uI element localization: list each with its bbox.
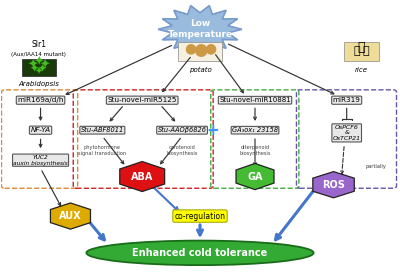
- Polygon shape: [158, 5, 242, 53]
- Polygon shape: [120, 162, 165, 192]
- Text: Low
Temperature: Low Temperature: [168, 19, 232, 39]
- FancyBboxPatch shape: [344, 42, 379, 61]
- Text: +: +: [206, 123, 219, 138]
- FancyBboxPatch shape: [178, 42, 222, 61]
- Text: 🌾: 🌾: [353, 46, 360, 56]
- Text: miR169a/d/h: miR169a/d/h: [17, 97, 64, 103]
- Text: miR319: miR319: [333, 97, 361, 103]
- Text: NF-YA: NF-YA: [30, 127, 51, 133]
- Text: (Aux/IAA14 mutant): (Aux/IAA14 mutant): [11, 52, 66, 57]
- Text: rice: rice: [355, 67, 368, 73]
- Text: ●: ●: [184, 41, 196, 55]
- Text: ✦: ✦: [39, 58, 50, 71]
- Text: GA: GA: [247, 172, 263, 182]
- Text: partially: partially: [366, 164, 386, 170]
- Text: GA₃ox₁ 23158: GA₃ox₁ 23158: [232, 127, 278, 133]
- Text: ROS: ROS: [322, 180, 345, 190]
- Text: potato: potato: [189, 67, 211, 73]
- Polygon shape: [50, 203, 90, 229]
- Text: Slr1: Slr1: [31, 40, 46, 49]
- Text: 🌾: 🌾: [363, 46, 370, 56]
- FancyBboxPatch shape: [22, 59, 56, 76]
- Ellipse shape: [86, 241, 314, 265]
- Text: 🌾: 🌾: [358, 41, 365, 53]
- Text: ●: ●: [204, 41, 216, 55]
- Text: YUC2
auxin biosynthesis: YUC2 auxin biosynthesis: [13, 155, 68, 165]
- Text: ✦: ✦: [38, 64, 47, 74]
- Text: ●: ●: [193, 41, 207, 59]
- Polygon shape: [236, 164, 274, 190]
- Text: ✦: ✦: [34, 67, 43, 76]
- Text: Arabidopsis: Arabidopsis: [18, 81, 59, 87]
- Text: ✦: ✦: [33, 56, 44, 68]
- Text: Stu-novel-miR10881: Stu-novel-miR10881: [219, 97, 291, 103]
- Text: Stu-novel-miR5125: Stu-novel-miR5125: [108, 97, 177, 103]
- Text: ✦: ✦: [30, 64, 39, 74]
- Text: phytohormone
signal transduction: phytohormone signal transduction: [78, 145, 126, 156]
- Text: Stu-AAOβ6826: Stu-AAOβ6826: [158, 127, 206, 133]
- Text: diterpenoid
biosynthesis: diterpenoid biosynthesis: [239, 145, 271, 156]
- Text: ✦: ✦: [27, 58, 38, 71]
- Text: Stu-ABF8011: Stu-ABF8011: [81, 127, 124, 133]
- Polygon shape: [313, 172, 354, 198]
- Text: ABA: ABA: [131, 172, 153, 182]
- Text: co-regulation: co-regulation: [174, 212, 226, 221]
- Text: carotenoid
biosynthesis: carotenoid biosynthesis: [166, 145, 198, 156]
- Text: Enhanced cold tolerance: Enhanced cold tolerance: [132, 248, 268, 258]
- Text: OsPCF6
&
OsTCP21: OsPCF6 & OsTCP21: [333, 125, 361, 141]
- Text: AUX: AUX: [59, 211, 82, 221]
